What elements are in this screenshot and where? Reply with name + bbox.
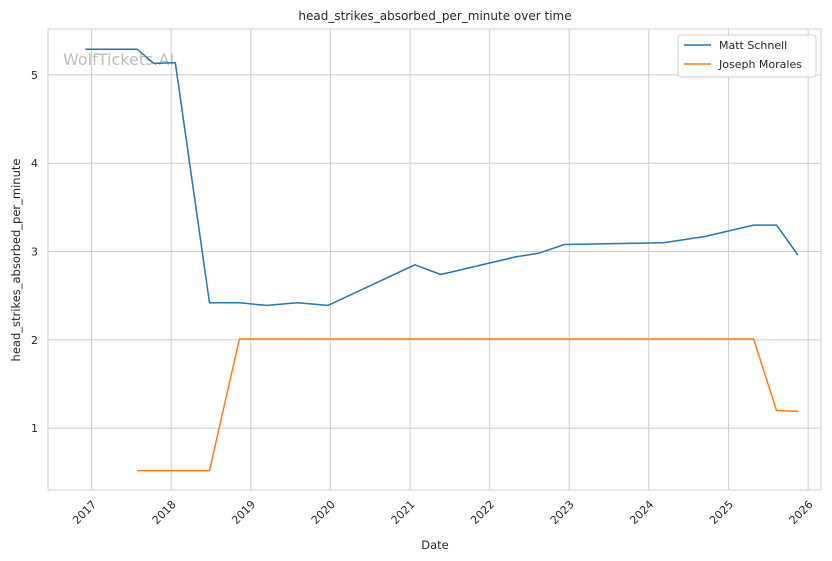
y-tick-label: 3	[31, 246, 38, 259]
y-axis-label: head_strikes_absorbed_per_minute	[9, 159, 23, 362]
y-tick-label: 2	[31, 334, 38, 347]
series-layer	[85, 48, 799, 472]
plot-frame	[47, 28, 822, 491]
y-tick-labels: 1 2 3 4 5	[31, 69, 38, 435]
series-line-joseph-morales	[137, 338, 798, 472]
legend-label-joseph-morales: Joseph Morales	[718, 58, 802, 71]
legend: Matt Schnell Joseph Morales	[677, 34, 817, 78]
legend-box	[677, 34, 817, 78]
legend-label-matt-schnell: Matt Schnell	[719, 39, 787, 52]
y-tick-label: 1	[31, 422, 38, 435]
y-tick-label: 4	[31, 157, 38, 170]
chart-title: head_strikes_absorbed_per_minute over ti…	[298, 9, 571, 23]
grid-lines	[48, 29, 821, 490]
x-axis-label: Date	[421, 538, 449, 552]
watermark: WolfTickets.AI	[63, 50, 174, 69]
y-tick-label: 5	[31, 69, 38, 82]
series-line-matt-schnell	[85, 48, 799, 307]
